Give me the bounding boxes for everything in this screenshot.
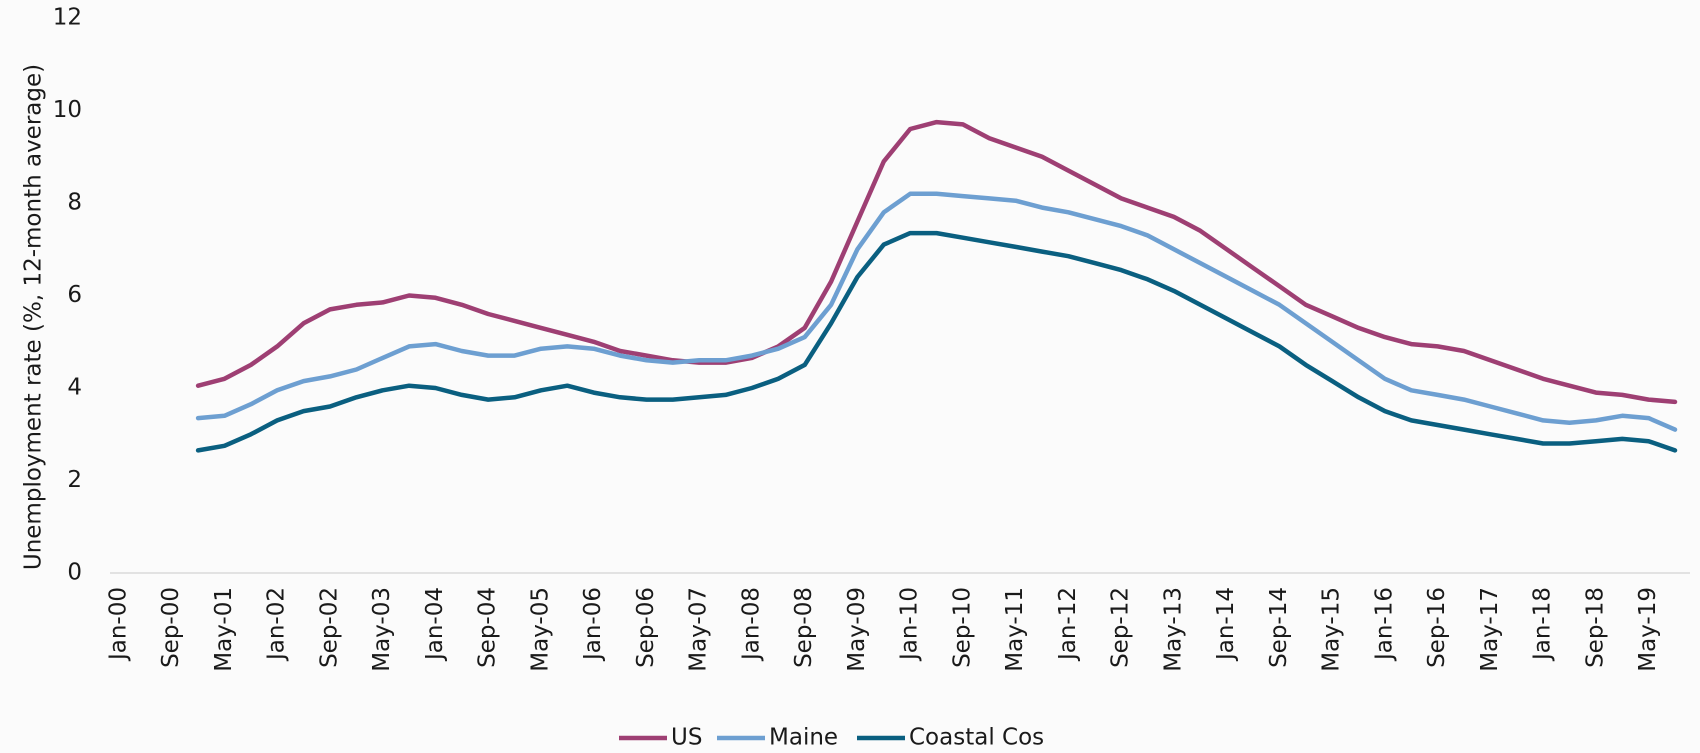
x-tick-label: Sep-04 <box>475 587 501 668</box>
x-tick-label: May-07 <box>686 587 712 672</box>
y-tick-label: 2 <box>67 467 82 493</box>
y-tick-label: 4 <box>67 375 82 401</box>
x-tick-label: Sep-18 <box>1582 587 1608 668</box>
x-tick-label: May-19 <box>1635 587 1661 672</box>
x-tick-label: May-17 <box>1477 587 1503 672</box>
y-tick-label: 8 <box>67 190 82 216</box>
x-tick-label: May-13 <box>1160 587 1186 672</box>
x-tick-label: Jan-08 <box>738 587 764 662</box>
legend-label: US <box>671 725 702 751</box>
series-line <box>195 119 1678 405</box>
x-tick-label: Sep-02 <box>316 587 342 668</box>
x-tick-label: May-11 <box>1002 587 1028 672</box>
x-tick-label: Jan-18 <box>1530 587 1556 662</box>
x-tick-label: Jan-14 <box>1213 587 1239 662</box>
legend-label: Coastal Cos <box>909 725 1044 751</box>
x-tick-label: Jan-10 <box>897 587 923 662</box>
x-tick-label: Sep-06 <box>633 587 659 668</box>
y-axis-title: Unemployment rate (%, 12-month average) <box>21 64 47 570</box>
y-tick-label: 10 <box>53 97 82 123</box>
x-tick-label: Jan-02 <box>264 587 290 662</box>
series-line <box>195 191 1678 432</box>
x-tick-label: May-03 <box>369 587 395 672</box>
x-tick-label: Jan-04 <box>422 587 448 662</box>
y-tick-label: 6 <box>67 282 82 308</box>
x-tick-label: May-09 <box>844 587 870 672</box>
x-tick-label: Sep-16 <box>1424 587 1450 668</box>
x-tick-label: Jan-06 <box>580 587 606 662</box>
x-tick-label: May-01 <box>211 587 237 672</box>
x-tick-label: Sep-00 <box>158 587 184 668</box>
legend-label: Maine <box>769 725 838 751</box>
x-tick-label: Sep-12 <box>1108 587 1134 668</box>
series-line <box>195 230 1678 453</box>
x-tick-label: Jan-16 <box>1371 587 1397 662</box>
x-tick-label: May-15 <box>1319 587 1345 672</box>
x-tick-label: Jan-12 <box>1055 587 1081 662</box>
x-tick-label: Sep-10 <box>949 587 975 668</box>
y-tick-label: 0 <box>67 560 82 586</box>
x-tick-label: May-05 <box>527 587 553 672</box>
y-tick-label: 12 <box>53 5 82 31</box>
x-tick-label: Sep-14 <box>1266 587 1292 668</box>
x-tick-label: Jan-00 <box>106 587 132 662</box>
x-tick-label: Sep-08 <box>791 587 817 668</box>
